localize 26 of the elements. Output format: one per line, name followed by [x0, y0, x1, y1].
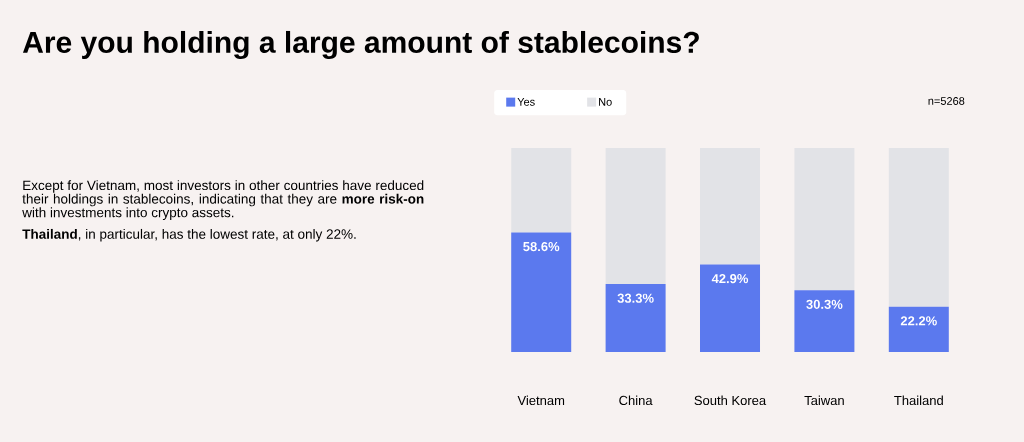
bar — [888, 148, 949, 307]
text: n=5268 — [928, 97, 965, 105]
bar — [794, 148, 855, 291]
bar — [700, 264, 761, 352]
bar — [511, 148, 572, 233]
data-label: 30.3% — [806, 299, 843, 309]
bar — [605, 148, 666, 285]
x-tick-label: Taiwan — [804, 395, 844, 406]
bar — [700, 148, 761, 265]
bar — [605, 284, 666, 352]
chart-title: Are you holding a large amount of stablecoins? — [22, 30, 699, 60]
data-label: 42.9% — [711, 274, 749, 284]
legend-label: No — [599, 98, 612, 106]
x-tick-label: Vietnam — [517, 395, 565, 406]
data-label: 33.3% — [617, 293, 654, 303]
x-tick-label: South Korea — [694, 395, 767, 406]
text: Thailand, in particular, has the lowest rate, at only 22%. — [22, 228, 356, 242]
data-label: 58.6% — [523, 241, 560, 252]
bar — [511, 232, 572, 352]
bar — [888, 306, 949, 352]
text: Except for Vietnam, most investors in other countries have reduced their holdings in stablecoins, indicating that they are more risk-on with investments into crypto assets. — [22, 180, 424, 220]
data-label: 22.2% — [900, 316, 937, 326]
x-tick-label: Thailand — [894, 395, 943, 406]
legend-label: Yes — [517, 98, 535, 106]
bar — [794, 290, 855, 352]
x-tick-label: China — [619, 395, 653, 406]
